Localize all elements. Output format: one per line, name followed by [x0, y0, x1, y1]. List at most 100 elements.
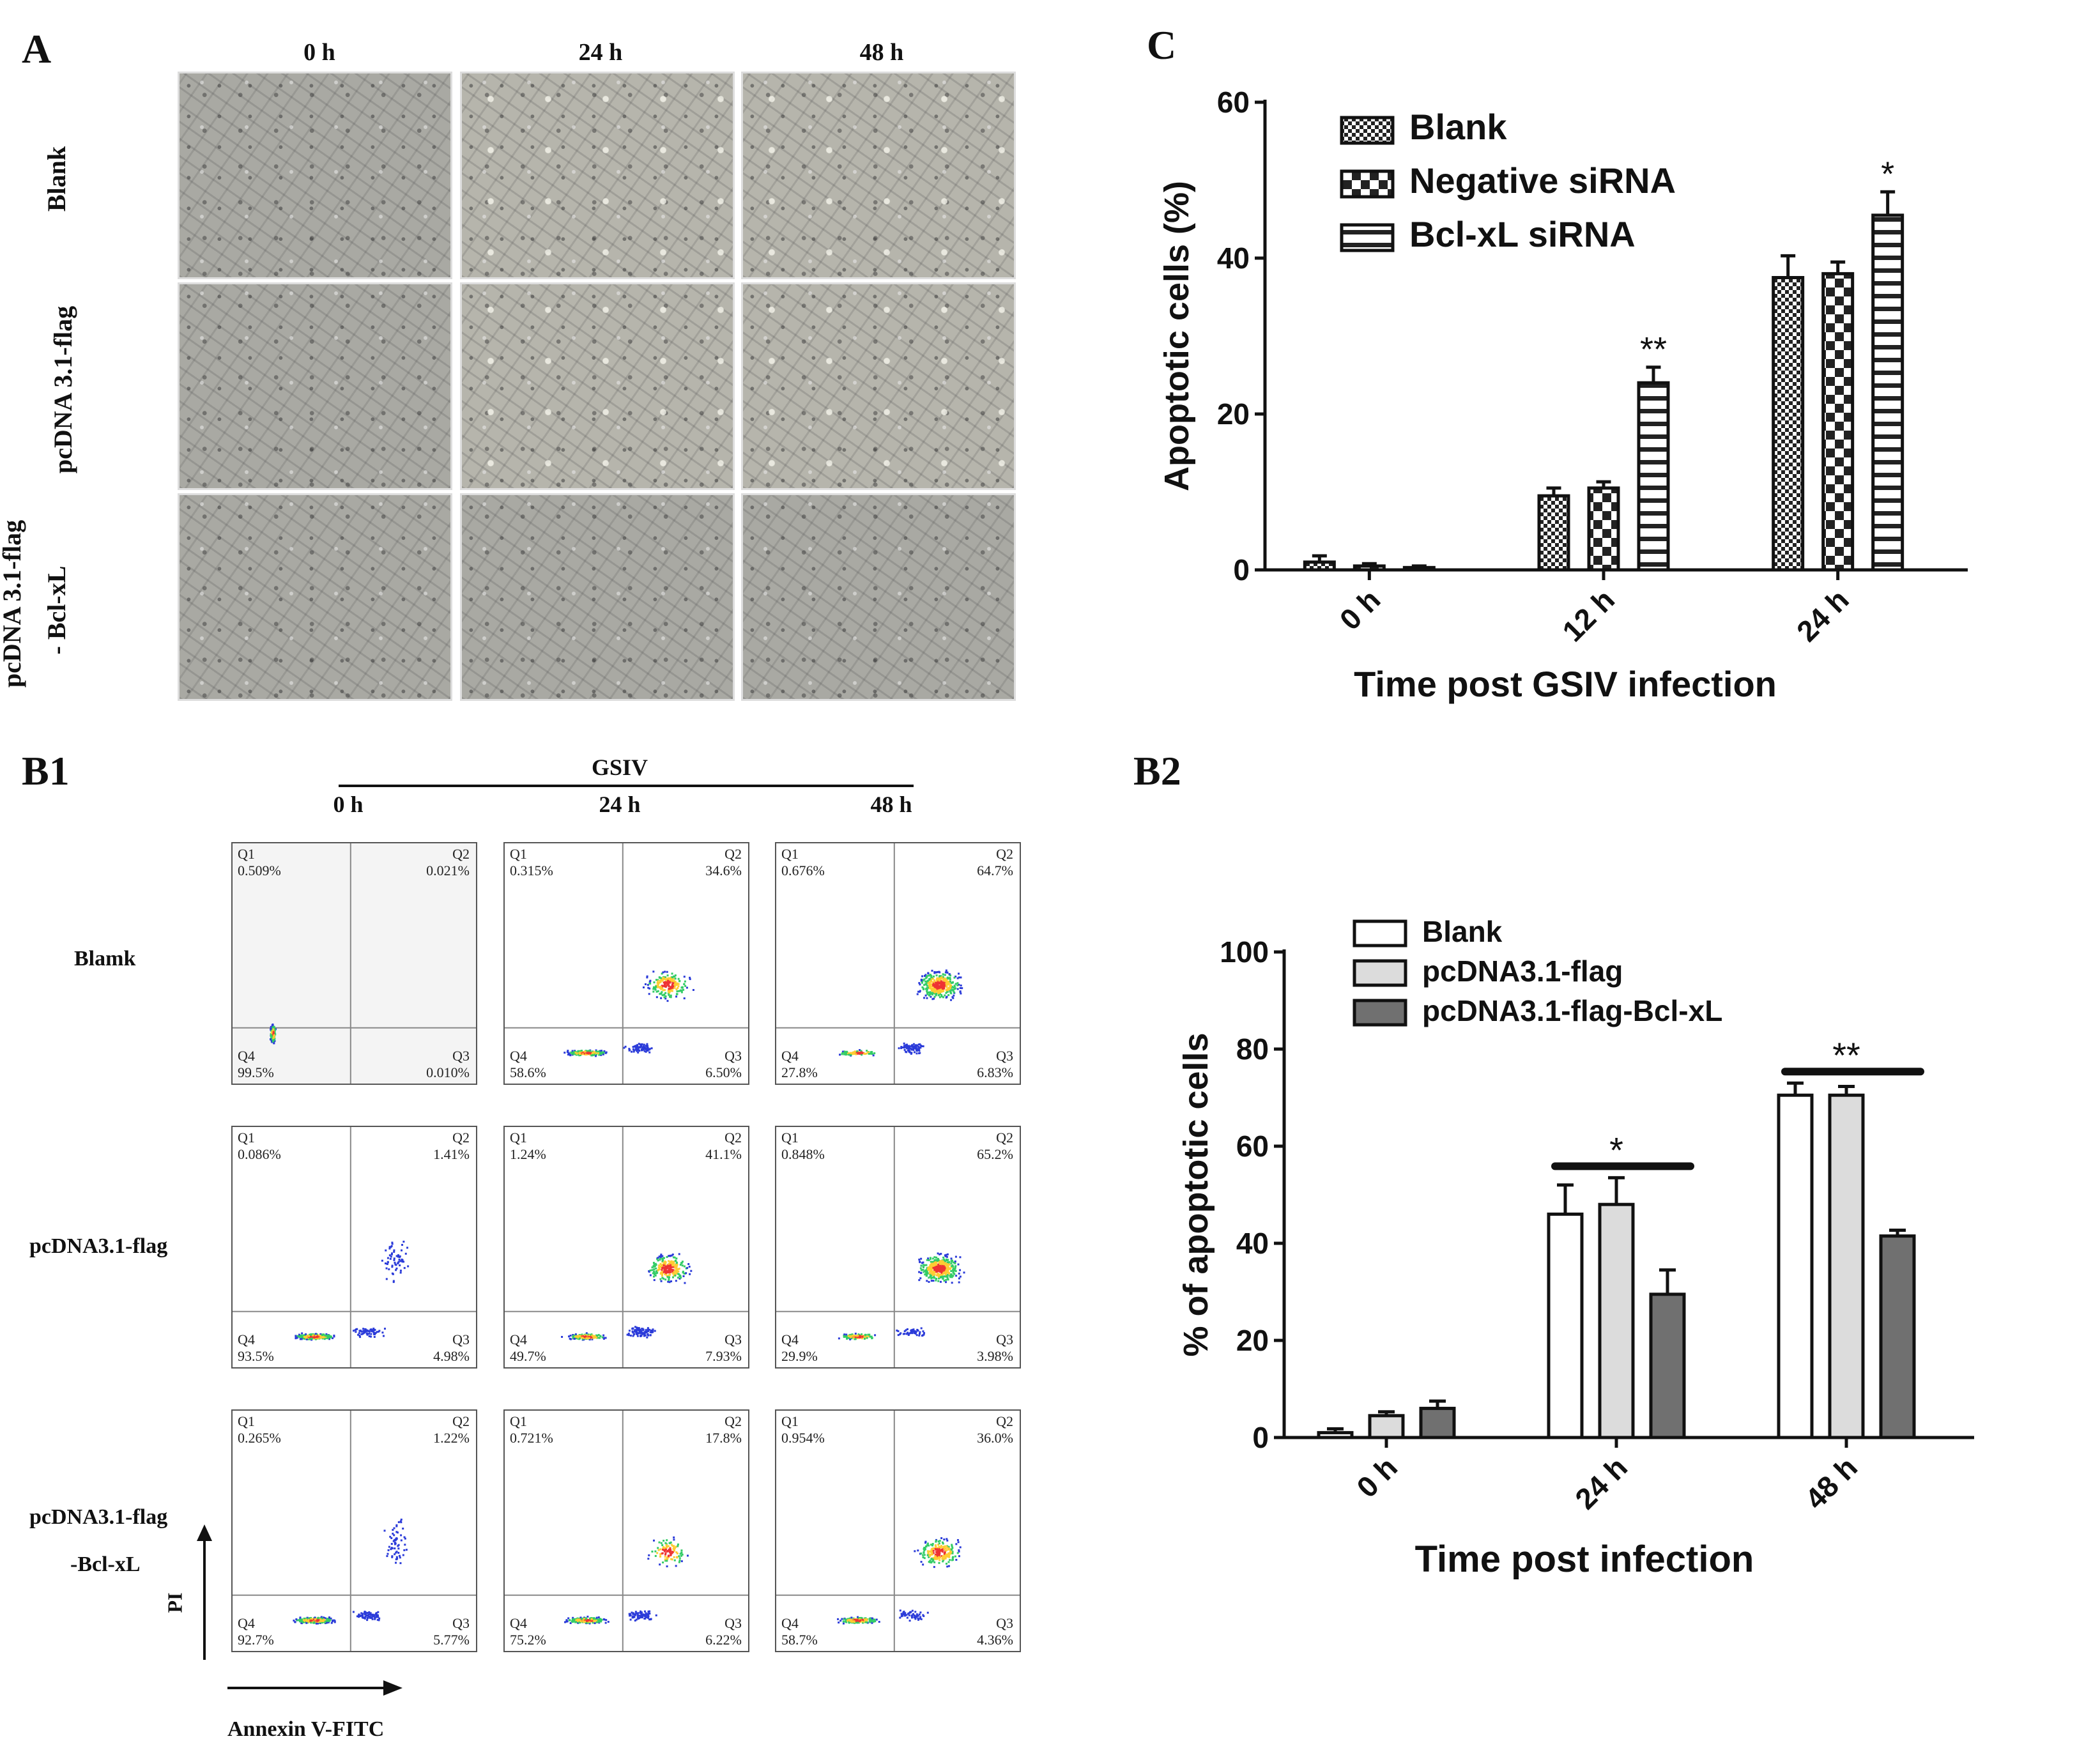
- bar: [1402, 565, 1436, 572]
- quadrant-q4-name: Q4: [781, 1331, 799, 1347]
- quadrant-q4-value: 27.8%: [781, 1064, 818, 1080]
- quadrant-q2-value: 41.1%: [705, 1146, 742, 1162]
- quadrant-q4-value: 99.5%: [238, 1064, 274, 1080]
- quadrant-q1-name: Q1: [238, 1130, 255, 1146]
- legend-swatch: [1353, 959, 1407, 987]
- quadrant-q1-name: Q1: [510, 1413, 527, 1429]
- bar: [1871, 213, 1905, 572]
- quadrant-q1-value: 0.315%: [510, 863, 553, 878]
- quadrant-q4-name: Q4: [781, 1048, 799, 1064]
- legend-swatch: [1340, 169, 1395, 199]
- y-tick-label: 60: [1236, 1130, 1269, 1163]
- bar: [1587, 486, 1620, 572]
- quadrant-q2-value: 1.41%: [433, 1146, 470, 1162]
- quadrant-q4-value: 58.7%: [781, 1632, 818, 1648]
- y-tick-label: 20: [1236, 1324, 1269, 1357]
- quadrant-q3-value: 0.010%: [426, 1064, 470, 1080]
- legend-label: Blank: [1409, 107, 1507, 147]
- quadrant-q3-value: 5.77%: [433, 1632, 470, 1648]
- legend-swatch: [1340, 223, 1395, 252]
- quadrant-q1-name: Q1: [781, 846, 799, 862]
- quadrant-q1-name: Q1: [781, 1130, 799, 1146]
- quadrant-q1-value: 0.086%: [238, 1146, 281, 1162]
- panel-c-letter: C: [1147, 22, 1177, 68]
- flow-plot: Q1 0.086% Q2 1.41% Q4 93.5% Q3 4.98%: [231, 1126, 477, 1369]
- bar: [1303, 560, 1336, 572]
- quadrant-q2-name: Q2: [996, 1130, 1013, 1146]
- annexin-axis-arrowhead: [383, 1680, 402, 1696]
- legend-label: pcDNA3.1-flag: [1422, 955, 1623, 988]
- panel-b1-letter: B1: [22, 748, 70, 794]
- micrograph-pcdna-48h: [741, 282, 1016, 490]
- quadrant-q3-name: Q3: [452, 1615, 470, 1631]
- quadrant-q2-value: 34.6%: [705, 863, 742, 878]
- bar: [1879, 1234, 1916, 1439]
- flow-plot: Q1 0.509% Q2 0.021% Q4 99.5% Q3 0.010%: [231, 842, 477, 1085]
- panel-b1-time-0h: 0 h: [333, 792, 364, 817]
- legend-label: pcDNA3.1-flag-Bcl-xL: [1422, 994, 1722, 1027]
- quadrant-q4-name: Q4: [238, 1048, 255, 1064]
- bar: [1419, 1406, 1456, 1439]
- quadrant-q1-value: 1.24%: [510, 1146, 546, 1162]
- panel-a-row-label-pcdna-bclxl-2: - Bcl-xL: [42, 565, 71, 655]
- quadrant-q2-value: 65.2%: [977, 1146, 1013, 1162]
- quadrant-q4-name: Q4: [781, 1615, 799, 1631]
- panel-a-letter: A: [22, 26, 52, 72]
- legend-label: Negative siRNA: [1409, 160, 1676, 201]
- quadrant-q3-value: 4.98%: [433, 1348, 470, 1364]
- y-tick-label: 0: [1252, 1421, 1269, 1454]
- micrograph-bclxl-24h: [460, 493, 735, 701]
- quadrant-q3-name: Q3: [724, 1331, 742, 1347]
- significance-mark: **: [1640, 330, 1667, 369]
- quadrant-q2-name: Q2: [452, 1130, 470, 1146]
- panel-b1-row-label-bclxl-1: pcDNA3.1-flag: [29, 1505, 168, 1529]
- quadrant-q3-value: 6.22%: [705, 1632, 742, 1648]
- quadrant-q1-name: Q1: [781, 1413, 799, 1429]
- micrograph-bclxl-48h: [741, 493, 1016, 701]
- micrograph-blank-48h: [741, 72, 1016, 279]
- quadrant-q2-name: Q2: [724, 1130, 742, 1146]
- quadrant-q2-name: Q2: [724, 846, 742, 862]
- quadrant-q3-name: Q3: [996, 1048, 1013, 1064]
- bar: [1637, 381, 1670, 572]
- quadrant-q2-name: Q2: [996, 846, 1013, 862]
- x-tick-label: 0 h: [1350, 1450, 1404, 1504]
- quadrant-q3-name: Q3: [724, 1615, 742, 1631]
- quadrant-q3-name: Q3: [724, 1048, 742, 1064]
- x-tick-label: 48 h: [1798, 1450, 1864, 1515]
- bar: [1649, 1292, 1686, 1439]
- y-axis-title: % of apoptotic cells: [1177, 1032, 1215, 1356]
- quadrant-q3-value: 6.83%: [977, 1064, 1013, 1080]
- x-tick-label: 0 h: [1333, 583, 1387, 636]
- flow-plot: Q1 1.24% Q2 41.1% Q4 49.7% Q3 7.93%: [503, 1126, 749, 1369]
- y-tick-label: 100: [1220, 935, 1269, 969]
- panel-a-time-48h: 48 h: [859, 39, 904, 66]
- legend-label: Bcl-xL siRNA: [1409, 214, 1636, 254]
- quadrant-q3-value: 7.93%: [705, 1348, 742, 1364]
- bar: [1598, 1202, 1635, 1439]
- quadrant-q2-value: 64.7%: [977, 863, 1013, 878]
- panel-a-row-label-blank: Blank: [42, 146, 71, 212]
- significance-mark: *: [1609, 1130, 1623, 1170]
- bar: [1547, 1212, 1584, 1439]
- bar: [1777, 1093, 1814, 1439]
- quadrant-q1-name: Q1: [238, 1413, 255, 1429]
- y-tick-label: 80: [1236, 1032, 1269, 1066]
- flow-plot: Q1 0.721% Q2 17.8% Q4 75.2% Q3 6.22%: [503, 1409, 749, 1652]
- bar: [1821, 272, 1855, 572]
- quadrant-q1-name: Q1: [238, 846, 255, 862]
- quadrant-q1-value: 0.676%: [781, 863, 825, 878]
- panel-b1-row-label-pcdna: pcDNA3.1-flag: [29, 1234, 168, 1258]
- micrograph-blank-24h: [460, 72, 735, 279]
- x-tick-label: 24 h: [1790, 583, 1855, 648]
- micrograph-bclxl-0h: [178, 493, 452, 701]
- legend-swatch: [1353, 919, 1407, 947]
- legend-label: Blank: [1422, 915, 1503, 948]
- quadrant-q4-name: Q4: [510, 1331, 527, 1347]
- quadrant-q2-name: Q2: [452, 846, 470, 862]
- annexin-axis-label: Annexin V-FITC: [227, 1717, 385, 1741]
- micrograph-pcdna-0h: [178, 282, 452, 490]
- x-tick-label: 24 h: [1568, 1450, 1634, 1515]
- x-axis-title: Time post infection: [1415, 1538, 1754, 1580]
- y-tick-label: 20: [1217, 397, 1250, 431]
